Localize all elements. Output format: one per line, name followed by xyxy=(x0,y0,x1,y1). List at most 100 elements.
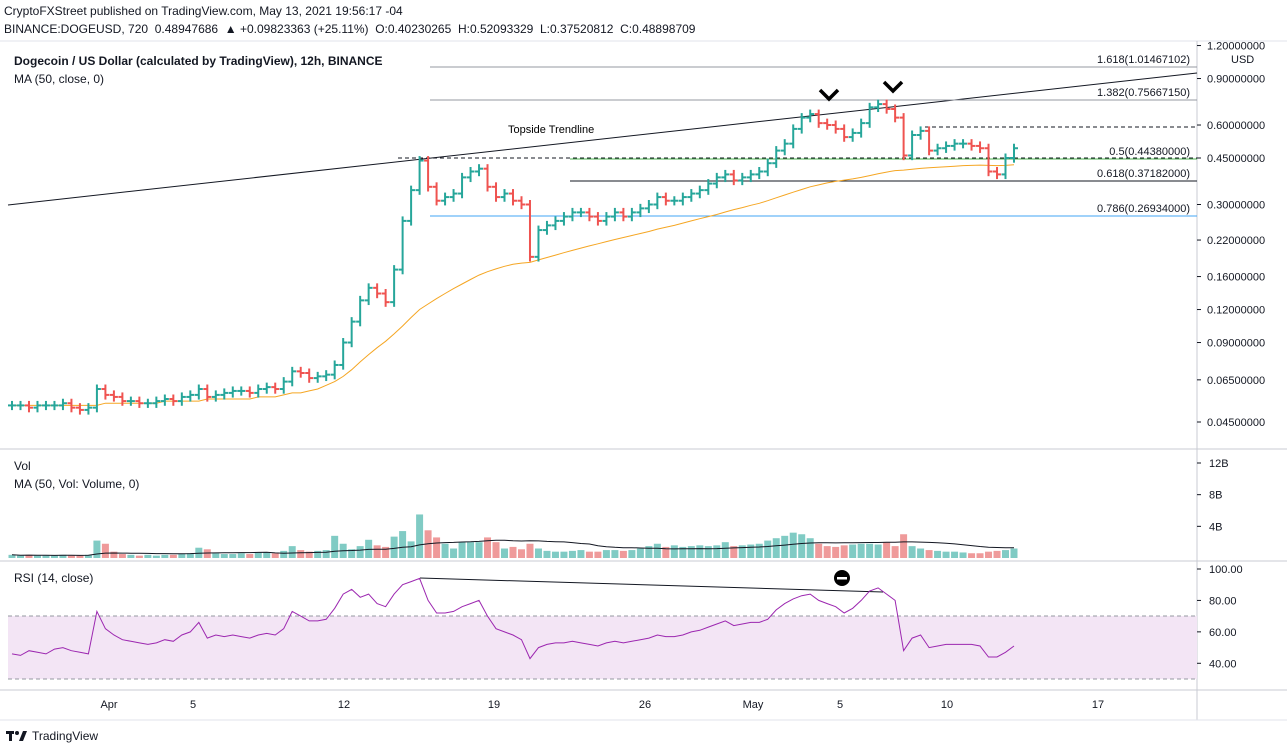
price-tick-label: 0.12000000 xyxy=(1207,305,1265,317)
volume-bar xyxy=(526,543,534,558)
time-tick-label: 17 xyxy=(1092,699,1104,711)
volume-bar xyxy=(568,550,576,558)
peak-marker-icon xyxy=(882,80,904,94)
rsi-tick-label: 100.00 xyxy=(1209,564,1243,576)
volume-bar xyxy=(237,553,245,558)
volume-bar xyxy=(551,551,559,558)
brand-name: TradingView xyxy=(32,729,99,743)
volume-bar xyxy=(815,543,823,558)
volume-bar xyxy=(602,550,610,558)
volume-bar xyxy=(399,531,407,558)
volume-bar xyxy=(543,550,551,558)
volume-bar xyxy=(203,549,211,558)
volume-bar xyxy=(662,546,670,558)
volume-bar xyxy=(229,554,237,558)
volume-bar xyxy=(1010,548,1018,558)
volume-bar xyxy=(169,554,177,558)
volume-bar xyxy=(577,550,585,558)
volume-bar xyxy=(135,555,143,558)
volume-bar xyxy=(467,542,475,558)
volume-bar xyxy=(314,550,322,558)
volume-bar xyxy=(908,546,916,558)
volume-bar xyxy=(331,535,339,558)
time-tick-label: 5 xyxy=(837,699,843,711)
volume-bar xyxy=(161,554,169,558)
volume-bar xyxy=(798,534,806,558)
volume-bar xyxy=(781,535,789,558)
volume-bar xyxy=(628,550,636,558)
price-tick-label: 0.30000000 xyxy=(1207,199,1265,211)
volume-bar xyxy=(721,542,729,558)
volume-bar xyxy=(365,539,373,558)
rsi-tick-label: 60.00 xyxy=(1209,627,1237,639)
price-tick-label: 0.04500000 xyxy=(1207,417,1265,429)
volume-tick-label: 4B xyxy=(1209,521,1222,533)
volume-bar xyxy=(93,540,101,558)
volume-bar xyxy=(356,546,364,558)
time-tick-label: 10 xyxy=(941,699,953,711)
volume-bar xyxy=(263,552,271,558)
fib-label: 0.618(0.37182000) xyxy=(1097,168,1190,180)
volume-bar xyxy=(484,537,492,558)
price-tick-label: 0.90000000 xyxy=(1207,74,1265,86)
fib-label: 1.618(1.01467102) xyxy=(1097,54,1190,66)
publisher-line: CryptoFXStreet published on TradingView.… xyxy=(4,4,403,18)
tradingview-brand[interactable]: TradingView xyxy=(6,729,98,743)
volume-bar xyxy=(450,548,458,558)
volume-bar xyxy=(755,543,763,558)
volume-bar xyxy=(840,545,848,558)
volume-bar xyxy=(585,551,593,558)
volume-bar xyxy=(509,546,517,558)
volume-bar xyxy=(152,555,160,558)
volume-bar xyxy=(764,540,772,558)
volume-bar xyxy=(560,551,568,558)
volume-bar xyxy=(917,548,925,558)
volume-bar xyxy=(305,551,313,558)
minus-marker-icon xyxy=(834,570,850,586)
currency-label: USD xyxy=(1231,54,1254,66)
volume-bar xyxy=(382,546,390,558)
volume-bar xyxy=(653,543,661,558)
volume-bar xyxy=(178,554,186,558)
time-tick-label: Apr xyxy=(100,699,117,711)
volume-bar xyxy=(959,552,967,558)
volume-bar xyxy=(186,553,194,558)
volume-bar xyxy=(925,550,933,558)
volume-bar xyxy=(212,553,220,558)
volume-bar xyxy=(118,554,126,558)
volume-bar xyxy=(254,552,262,558)
price-axis[interactable]: 1.20000000 0.90000000 0.60000000 0.45000000… xyxy=(1197,41,1265,429)
volume-bar xyxy=(501,548,509,558)
price-tick-label: 0.60000000 xyxy=(1207,120,1265,132)
volume-bar xyxy=(951,551,959,558)
volume-bar xyxy=(594,551,602,558)
volume-bars xyxy=(8,514,1018,558)
volume-bar xyxy=(645,546,653,558)
topside-trendline[interactable] xyxy=(7,72,1198,206)
volume-bar xyxy=(246,554,254,558)
volume-bar xyxy=(517,549,525,558)
volume-tick-label: 8B xyxy=(1209,490,1222,502)
rsi-tick-label: 40.00 xyxy=(1209,658,1237,670)
volume-bar xyxy=(84,554,92,558)
volume-bar xyxy=(611,550,619,558)
volume-bar xyxy=(976,553,984,558)
volume-ma-legend: MA (50, Vol: Volume, 0) xyxy=(14,477,140,491)
volume-bar xyxy=(59,554,67,558)
rsi-divergence-line xyxy=(419,577,884,593)
time-tick-label: May xyxy=(743,699,764,711)
price-tick-label: 0.22000000 xyxy=(1207,235,1265,247)
volume-bar xyxy=(900,534,908,558)
volume-bar xyxy=(407,541,415,558)
volume-ma-line xyxy=(11,539,1015,556)
price-tick-label: 0.45000000 xyxy=(1207,153,1265,165)
volume-bar xyxy=(891,546,899,558)
fib-levels: 1.618(1.01467102) 1.382(0.75667150) 0.5(0.… xyxy=(430,54,1197,217)
time-axis[interactable]: Apr 5 12 19 26 May 5 10 17 xyxy=(100,699,1104,711)
volume-bar xyxy=(670,545,678,558)
volume-bar xyxy=(101,543,109,558)
volume-bar xyxy=(33,555,41,558)
rsi-axis: 100.00 80.00 60.00 40.00 xyxy=(1197,564,1243,670)
volume-bar xyxy=(271,553,279,558)
